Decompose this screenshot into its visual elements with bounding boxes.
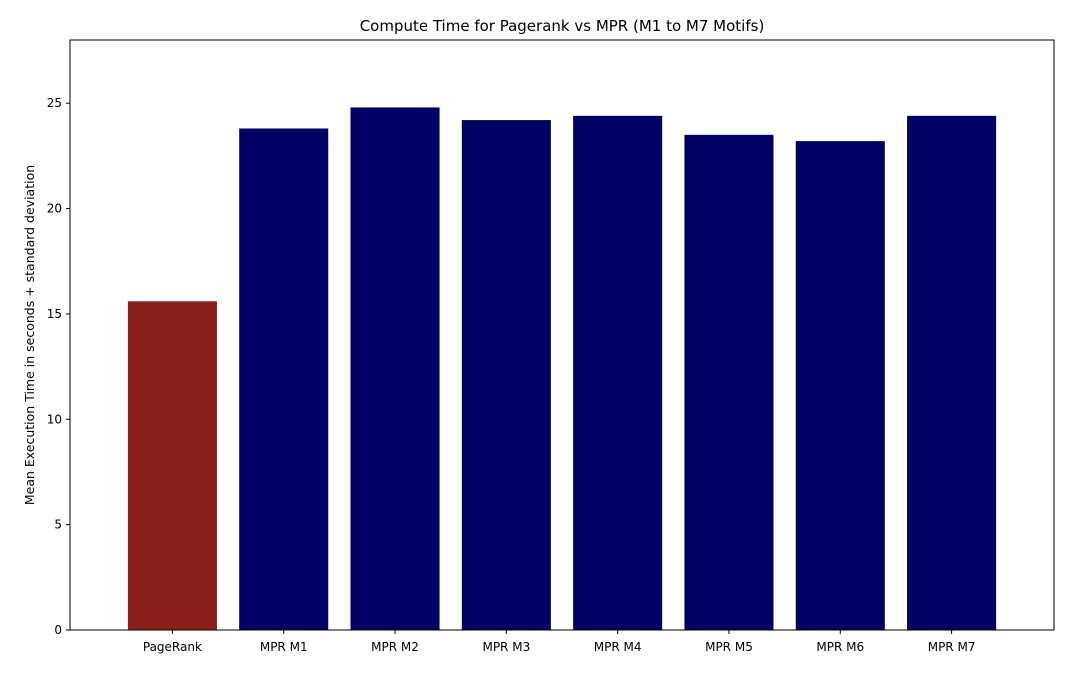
chart-title: Compute Time for Pagerank vs MPR (M1 to …	[360, 17, 765, 35]
bar-mpr-m2	[350, 107, 440, 631]
bar-mpr-m3	[461, 120, 551, 630]
y-tick-label: 20	[47, 202, 62, 216]
bar-pagerank	[127, 301, 217, 630]
plot-area-frame	[69, 39, 1055, 631]
x-tick-label: MPR M4	[594, 640, 642, 654]
x-tick-label: MPR M5	[705, 640, 753, 654]
bar-mpr-m1	[239, 128, 329, 630]
y-axis-label: Mean Execution Time in seconds + standar…	[22, 165, 37, 505]
x-axis-ticks: PageRank MPR M1 MPR M2 MPR M3 MPR M4 MPR M5 MP…	[143, 630, 976, 654]
y-tick-label: 5	[54, 518, 62, 532]
bars-group	[127, 107, 997, 631]
x-tick-label: MPR M3	[482, 640, 530, 654]
x-tick-label: MPR M7	[928, 640, 976, 654]
y-tick-label: 15	[47, 307, 62, 321]
x-tick-label: PageRank	[143, 640, 202, 654]
x-tick-label: MPR M2	[371, 640, 419, 654]
x-tick-label: MPR M6	[816, 640, 864, 654]
bar-mpr-m6	[795, 141, 885, 630]
y-tick-label: 25	[47, 96, 62, 110]
y-tick-label: 10	[47, 412, 62, 426]
y-tick-label: 0	[54, 623, 62, 637]
bar-mpr-m4	[573, 115, 663, 631]
y-axis-ticks: 0 5 10 15 20 25	[47, 96, 70, 637]
bar-mpr-m7	[907, 115, 997, 631]
x-tick-label: MPR M1	[260, 640, 308, 654]
bar-mpr-m5	[684, 134, 774, 630]
